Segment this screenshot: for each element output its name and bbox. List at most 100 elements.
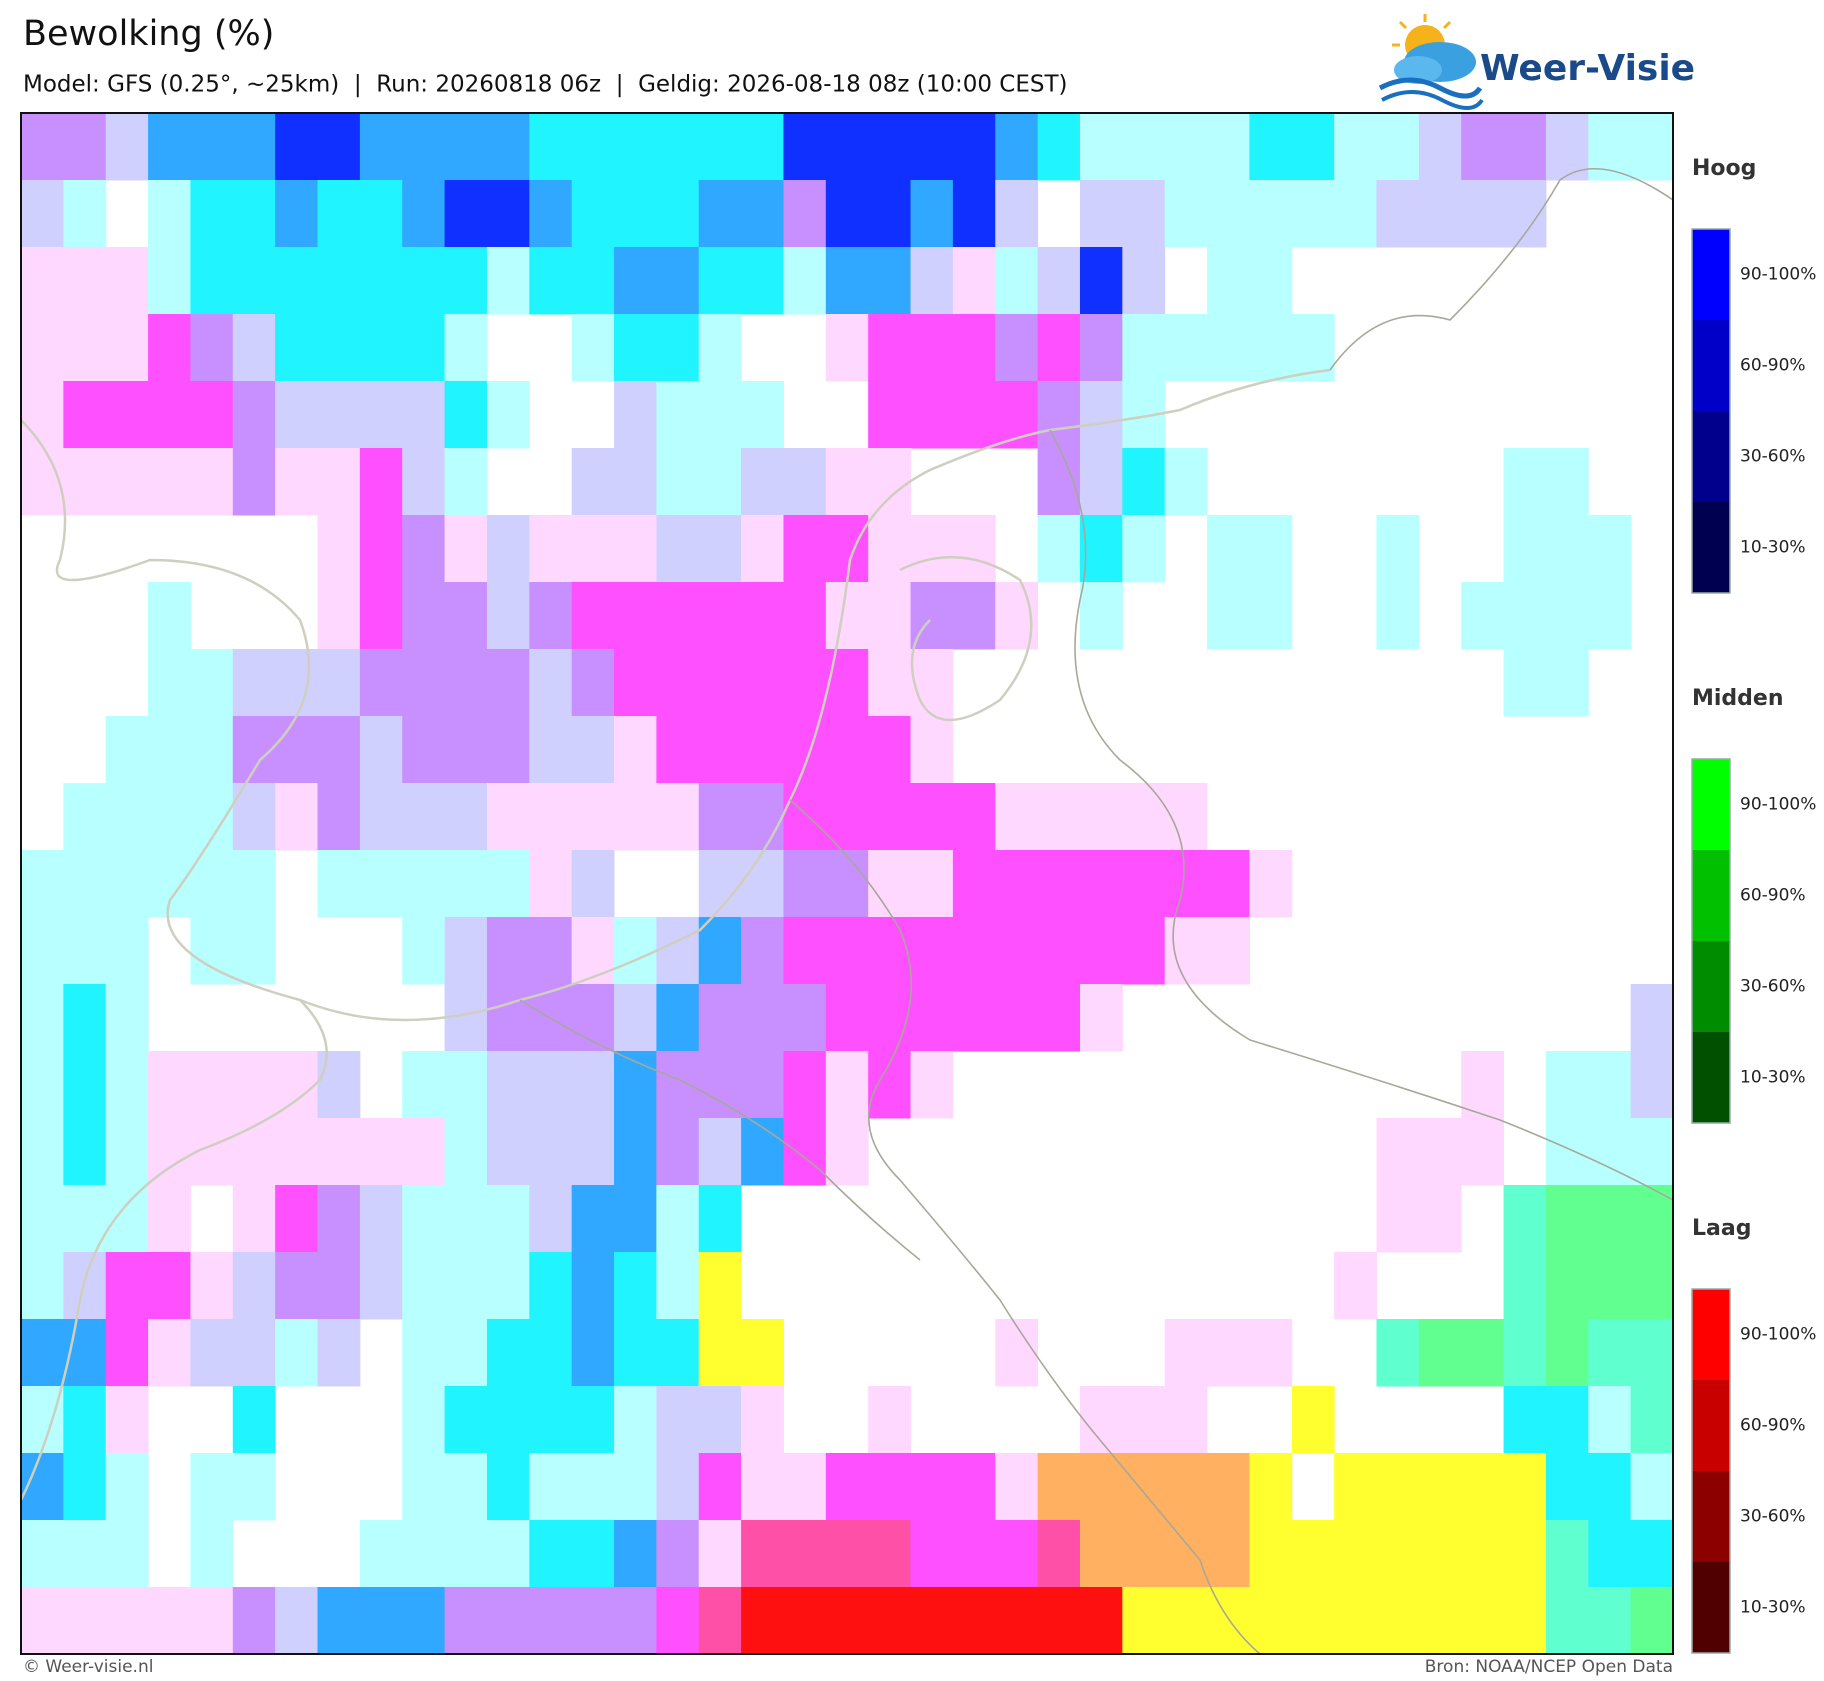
cloud-cell: [63, 1051, 107, 1119]
cloud-cell: [614, 314, 657, 382]
cloud-cell: [783, 1453, 827, 1521]
cloud-cell: [741, 180, 784, 248]
cloud-cell: [656, 113, 700, 181]
cloud-cell: [317, 1587, 361, 1655]
cloud-cell: [275, 448, 319, 516]
cloud-cell: [1545, 1453, 1589, 1521]
cloud-cell: [444, 515, 488, 583]
cloud-cell: [1545, 1051, 1589, 1119]
cloud-cell: [359, 783, 403, 851]
cloud-cell: [952, 917, 996, 985]
cloud-cell: [1503, 180, 1547, 248]
cloud-cell: [656, 381, 700, 449]
cloud-cell: [868, 1051, 912, 1119]
cloud-cell: [995, 783, 1039, 851]
cloud-cell: [741, 917, 784, 985]
cloud-cell: [359, 314, 403, 382]
cloud-cell: [444, 448, 488, 516]
cloud-cell: [529, 1587, 573, 1655]
cloud-cell: [402, 247, 446, 315]
cloud-cell: [105, 1520, 149, 1588]
legend: Hoog 90-100% 60-90% 30-60% 10-30% Midden 90-10…: [1691, 156, 1816, 1654]
cloud-cell: [1334, 1520, 1377, 1588]
cloud-cell: [1037, 1587, 1081, 1655]
cloud-cell: [825, 582, 869, 650]
cloud-cell: [1291, 113, 1335, 181]
cloud-cell: [910, 1051, 954, 1119]
cloud-cell: [656, 1118, 700, 1186]
cloud-cell: [444, 1118, 488, 1186]
cloud-cell: [105, 917, 149, 985]
cloud-cell: [402, 1520, 446, 1588]
cloud-cell: [952, 850, 996, 918]
cloud-cell: [148, 582, 191, 650]
cloud-cell: [1164, 1319, 1208, 1387]
cloud-cell: [571, 515, 615, 583]
cloud-cell: [1545, 1185, 1589, 1253]
cloud-cell: [529, 850, 573, 918]
cloud-cell: [868, 582, 912, 650]
cloud-cell: [1122, 113, 1166, 181]
cloud-cell: [1291, 1520, 1335, 1588]
cloud-cell: [529, 783, 573, 851]
cloud-cell: [1503, 1520, 1547, 1588]
cloud-cell: [1122, 917, 1166, 985]
cloud-cell: [614, 582, 657, 650]
cloud-cell: [275, 783, 319, 851]
cloud-cell: [698, 649, 742, 717]
cloud-cell: [952, 582, 996, 650]
cloud-cell: [741, 113, 784, 181]
cloud-cell: [1545, 1319, 1589, 1387]
cloud-cell: [317, 716, 361, 784]
cloud-cell: [317, 649, 361, 717]
cloud-cell: [1207, 515, 1250, 583]
cloud-cell: [317, 180, 361, 248]
cloud-cell: [529, 247, 573, 315]
cloud-cell: [1588, 1520, 1632, 1588]
cloud-cell: [1164, 1520, 1208, 1588]
cloud-cell: [1079, 113, 1123, 181]
cloud-cell: [1588, 1453, 1632, 1521]
cloud-cell: [21, 448, 64, 516]
cloud-cell: [1037, 917, 1081, 985]
cloud-cell: [571, 1587, 615, 1655]
cloud-cell: [1588, 1319, 1632, 1387]
cloud-cell: [486, 1051, 530, 1119]
cloud-cell: [1079, 917, 1123, 985]
cloud-cell: [656, 1587, 700, 1655]
cloud-cell: [741, 716, 784, 784]
cloud-cell: [1376, 1587, 1420, 1655]
cloud-cell: [63, 180, 107, 248]
cloud-cell: [444, 850, 488, 918]
cloud-cell: [825, 1520, 869, 1588]
cloud-cell: [825, 649, 869, 717]
cloud-cell: [1461, 1520, 1505, 1588]
cloud-cell: [698, 1587, 742, 1655]
cloud-cell: [63, 1386, 107, 1454]
cloud-cell: [317, 1051, 361, 1119]
cloud-cell: [1164, 1587, 1208, 1655]
cloud-cell: [1079, 850, 1123, 918]
cloud-cell: [317, 247, 361, 315]
cloud-cell: [952, 1587, 996, 1655]
cloud-cell: [910, 716, 954, 784]
cloud-cell: [486, 1386, 530, 1454]
cloud-cell: [825, 850, 869, 918]
cloud-cell: [190, 381, 234, 449]
cloud-cell: [825, 1587, 869, 1655]
cloud-cell: [529, 1051, 573, 1119]
legend-label: 60-90%: [1740, 886, 1806, 906]
cloud-cell: [402, 180, 446, 248]
cloud-cell: [952, 314, 996, 382]
cloud-cell: [317, 783, 361, 851]
cloud-cell: [614, 783, 657, 851]
cloud-cell: [402, 381, 446, 449]
cloud-cell: [868, 649, 912, 717]
cloud-cell: [275, 113, 319, 181]
cloud-cell: [656, 917, 700, 985]
cloud-cell: [614, 113, 657, 181]
cloud-cell: [656, 180, 700, 248]
cloud-cell: [317, 850, 361, 918]
cloud-cell: [571, 1386, 615, 1454]
